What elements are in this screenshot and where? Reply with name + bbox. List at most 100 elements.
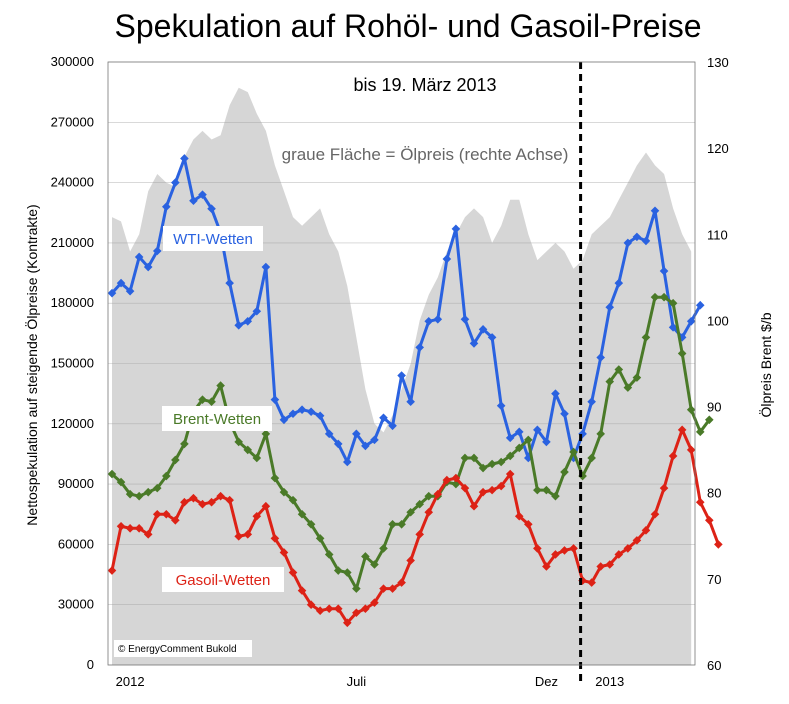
y-tick-label: 300000 <box>51 54 94 69</box>
data-point <box>668 323 678 332</box>
data-point <box>668 451 678 461</box>
data-point <box>524 435 533 445</box>
y-tick-label: 180000 <box>51 295 94 310</box>
data-point <box>361 441 370 451</box>
date-note: bis 19. März 2013 <box>353 75 496 95</box>
y2-tick-label: 110 <box>707 227 728 242</box>
data-point <box>551 491 560 501</box>
y2-tick-label: 100 <box>707 313 729 328</box>
right-axis-ticks: 130 120 110 100 90 80 70 60 <box>707 55 729 673</box>
data-point <box>533 425 542 435</box>
label-gasoil-wetten: Gasoil-Wetten <box>162 567 284 592</box>
data-point <box>315 534 325 543</box>
data-point <box>406 397 415 406</box>
data-point <box>306 407 316 417</box>
data-point <box>496 481 506 491</box>
data-point <box>469 501 479 511</box>
data-point <box>180 439 189 449</box>
data-point <box>216 491 225 501</box>
data-point <box>614 550 624 559</box>
data-point <box>496 457 506 467</box>
data-point <box>134 524 144 533</box>
data-point <box>397 371 406 380</box>
y2-axis-label: Ölpreis Brent $/b <box>757 312 774 417</box>
data-point <box>542 437 551 447</box>
data-point <box>551 389 560 398</box>
y-tick-label: 120000 <box>51 416 94 431</box>
data-point <box>388 520 397 529</box>
data-point <box>270 534 280 543</box>
data-point <box>478 325 488 334</box>
data-point <box>424 507 434 517</box>
data-point <box>388 584 397 593</box>
y2-tick-label: 130 <box>707 55 729 70</box>
data-point <box>632 232 642 242</box>
data-point <box>361 604 370 614</box>
data-point <box>297 509 307 519</box>
data-point <box>143 530 153 539</box>
y-tick-label: 0 <box>87 657 94 672</box>
data-point <box>107 288 117 298</box>
data-point <box>478 463 488 473</box>
data-point <box>469 339 479 348</box>
data-point <box>659 266 669 276</box>
data-point <box>451 473 461 483</box>
data-point <box>695 300 705 310</box>
data-point <box>189 196 198 205</box>
data-point <box>650 206 660 216</box>
data-point <box>152 509 162 519</box>
copyright-text: © EnergyComment Bukold <box>118 644 237 655</box>
data-point <box>198 499 207 509</box>
data-point <box>714 540 723 549</box>
data-point <box>125 286 135 296</box>
data-point <box>370 560 379 569</box>
data-point <box>605 560 615 569</box>
data-point <box>632 373 642 382</box>
series-brent-wetten <box>107 292 714 593</box>
data-point <box>623 383 633 392</box>
data-point <box>614 365 624 374</box>
data-point <box>650 292 660 302</box>
data-point <box>370 598 379 607</box>
data-point <box>279 487 289 497</box>
data-point <box>460 453 470 463</box>
plot-border <box>107 61 696 666</box>
data-point <box>288 495 298 505</box>
data-point <box>686 405 696 415</box>
data-point <box>677 349 687 358</box>
data-point <box>695 497 705 507</box>
data-point <box>343 568 352 577</box>
label-wti-wetten: WTI-Wetten <box>163 226 263 251</box>
series-labels: WTI-Wetten Brent-Wetten Gasoil-Wetten <box>162 226 284 592</box>
y-tick-label: 240000 <box>51 175 94 190</box>
data-point <box>324 550 334 559</box>
data-point <box>524 520 533 529</box>
chart-title: Spekulation auf Rohöl- und Gasoil-Preise <box>115 8 702 44</box>
data-point <box>352 584 361 593</box>
data-point <box>514 511 524 521</box>
label-background <box>162 406 272 431</box>
data-point <box>252 453 262 463</box>
data-point <box>125 489 135 499</box>
data-point <box>107 469 117 479</box>
data-point <box>134 252 144 262</box>
series-label-text: WTI-Wetten <box>173 231 253 248</box>
data-point <box>533 544 542 553</box>
data-point <box>297 405 307 415</box>
data-point <box>252 306 262 316</box>
data-point <box>343 618 352 628</box>
data-point <box>596 353 605 362</box>
data-point <box>433 314 443 324</box>
data-point <box>406 507 415 517</box>
data-point <box>487 333 497 342</box>
y2-tick-label: 60 <box>707 658 721 673</box>
data-point <box>469 453 479 463</box>
data-point <box>225 495 234 505</box>
data-point <box>397 520 406 529</box>
label-brent-wetten: Brent-Wetten <box>162 406 272 431</box>
data-point <box>415 499 424 509</box>
copyright-box: © EnergyComment Bukold <box>114 640 252 657</box>
data-point <box>505 433 515 443</box>
data-point <box>551 550 560 559</box>
data-point <box>388 421 397 431</box>
